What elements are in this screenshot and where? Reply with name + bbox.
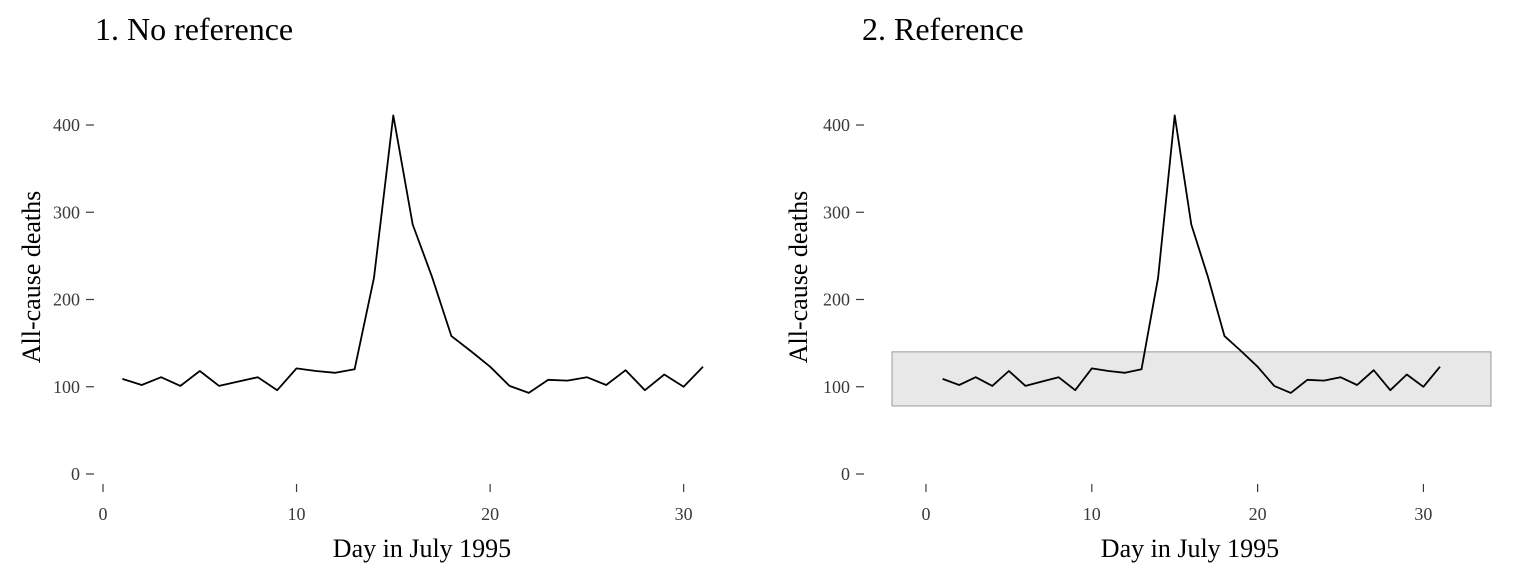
x-tick-label: 30 <box>675 504 693 524</box>
x-tick-label: 20 <box>1249 504 1267 524</box>
y-tick-label: 0 <box>841 464 850 484</box>
y-tick-label: 100 <box>53 377 80 397</box>
y-tick-label: 300 <box>823 202 850 222</box>
x-axis-ticks: 0 10 20 30 <box>922 484 1432 524</box>
x-axis-ticks: 0 10 20 30 <box>99 484 693 524</box>
y-tick-label: 200 <box>53 290 80 310</box>
y-tick-label: 200 <box>823 290 850 310</box>
reference-band <box>891 351 1492 407</box>
y-tick-label: 300 <box>53 202 80 222</box>
y-tick-label: 0 <box>71 464 80 484</box>
x-tick-label: 10 <box>1083 504 1101 524</box>
x-tick-label: 30 <box>1414 504 1432 524</box>
x-tick-label: 20 <box>481 504 499 524</box>
y-axis-ticks: 0 100 200 300 400 <box>823 115 864 484</box>
chart-title: 1. No reference <box>95 11 293 47</box>
y-axis-title: All-cause deaths <box>17 191 46 364</box>
chart-panel-no-reference: 1. No reference All-cause deaths Day in … <box>17 11 704 563</box>
chart-title: 2. Reference <box>862 11 1024 47</box>
reference-band-layer <box>891 351 1492 407</box>
x-tick-label: 0 <box>922 504 931 524</box>
x-tick-label: 10 <box>288 504 306 524</box>
y-tick-label: 400 <box>823 115 850 135</box>
series-line <box>942 114 1441 394</box>
series-layer <box>942 114 1441 394</box>
series-line <box>122 114 704 394</box>
series-layer <box>122 114 704 394</box>
x-axis-title: Day in July 1995 <box>333 534 511 563</box>
y-axis-ticks: 0 100 200 300 400 <box>53 115 94 484</box>
y-axis-title: All-cause deaths <box>784 191 813 364</box>
y-tick-label: 400 <box>53 115 80 135</box>
y-tick-label: 100 <box>823 377 850 397</box>
x-tick-label: 0 <box>99 504 108 524</box>
x-axis-title: Day in July 1995 <box>1101 534 1279 563</box>
chart-panel-reference: 2. Reference All-cause deaths Day in Jul… <box>784 11 1492 563</box>
